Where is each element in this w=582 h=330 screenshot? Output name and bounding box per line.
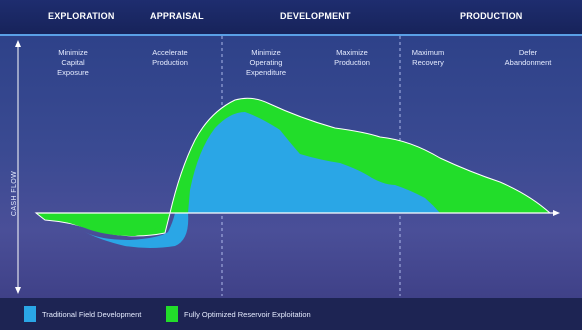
phase-header: EXPLORATION APPRAISAL DEVELOPMENT PRODUC… [0,0,582,34]
legend-item-optimized: Fully Optimized Reservoir Exploitation [166,306,311,322]
y-axis-label: CASH FLOW [11,170,19,217]
phase-development: DEVELOPMENT [280,11,351,21]
stage-minimize-capital: Minimize Capital Exposure [57,48,89,77]
stage-accelerate-production: Accelerate Production [152,48,188,67]
stage-minimize-opex: Minimize Operating Expenditure [245,48,287,77]
phase-production: PRODUCTION [460,11,523,21]
phase-appraisal: APPRAISAL [150,11,204,21]
stage-maximize-production: Maximize Production [334,48,370,67]
header-divider [0,34,582,36]
legend [0,298,582,330]
phase-exploration: EXPLORATION [48,11,115,21]
x-axis-arrow [553,210,560,216]
y-axis-arrow-up [15,40,21,47]
legend-label-optimized: Fully Optimized Reservoir Exploitation [184,309,311,319]
traditional-negative-area [85,213,189,248]
legend-swatch-traditional [24,306,36,322]
traditional-area [188,112,440,213]
y-axis-arrow-down [15,287,21,294]
stage-defer-abandonment: Defer Abandonment [504,48,552,67]
optimized-negative-area [36,213,170,236]
legend-label-traditional: Traditional Field Development [42,309,142,319]
stage-maximum-recovery: Maximum Recovery [411,48,445,67]
legend-swatch-optimized [166,306,178,322]
legend-item-traditional: Traditional Field Development [24,306,141,322]
